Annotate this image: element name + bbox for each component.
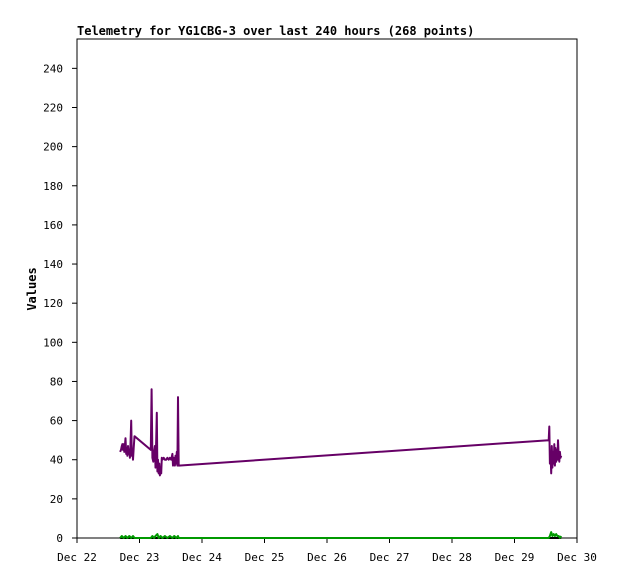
x-tick-label: Dec 30 bbox=[557, 551, 597, 564]
y-tick-label: 220 bbox=[43, 101, 63, 114]
y-tick-label: 240 bbox=[43, 62, 63, 75]
y-tick-label: 160 bbox=[43, 219, 63, 232]
y-tick-label: 100 bbox=[43, 336, 63, 349]
y-tick-label: 40 bbox=[50, 454, 63, 467]
series-line bbox=[119, 388, 563, 477]
x-tick-label: Dec 28 bbox=[432, 551, 472, 564]
x-tick-label: Dec 29 bbox=[495, 551, 535, 564]
y-axis: 0 20 40 60 80 100 120 140 160 180 200 220 240 bbox=[43, 62, 77, 545]
y-axis-label: Values bbox=[25, 267, 39, 310]
x-tick-label: Dec 24 bbox=[182, 551, 222, 564]
y-tick-label: 80 bbox=[50, 375, 63, 388]
y-tick-label: 140 bbox=[43, 258, 63, 271]
x-tick-label: Dec 26 bbox=[307, 551, 347, 564]
y-tick-label: 0 bbox=[56, 532, 63, 545]
y-tick-label: 180 bbox=[43, 180, 63, 193]
y-tick-label: 60 bbox=[50, 415, 63, 428]
x-axis: Dec 22 Dec 23 Dec 24 Dec 25 Dec 26 Dec 27 Dec … bbox=[57, 538, 597, 564]
series-group bbox=[119, 388, 563, 539]
x-tick-label: Dec 22 bbox=[57, 551, 97, 564]
chart-title: Telemetry for YG1CBG-3 over last 240 hou… bbox=[77, 24, 474, 38]
plot-area bbox=[76, 38, 578, 539]
y-tick-label: 200 bbox=[43, 141, 63, 154]
series-line bbox=[119, 531, 563, 539]
x-tick-label: Dec 25 bbox=[245, 551, 285, 564]
x-tick-label: Dec 27 bbox=[370, 551, 410, 564]
x-tick-label: Dec 23 bbox=[120, 551, 160, 564]
y-tick-label: 20 bbox=[50, 493, 63, 506]
y-tick-label: 120 bbox=[43, 297, 63, 310]
